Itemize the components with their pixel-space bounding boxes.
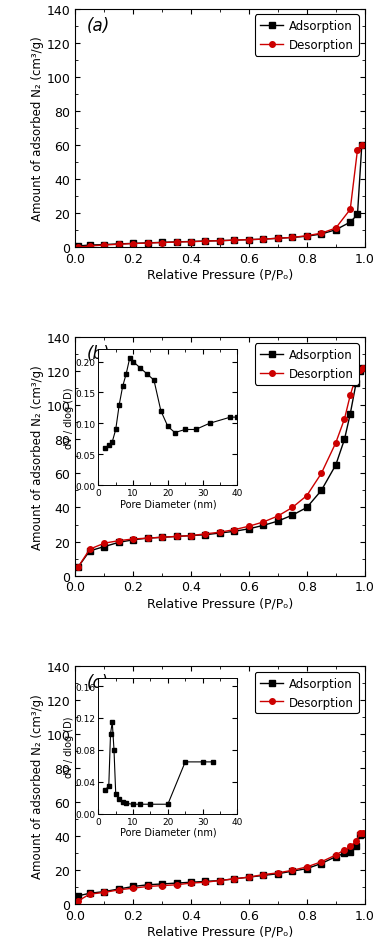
X-axis label: Relative Pressure (P/Pₒ): Relative Pressure (P/Pₒ) [147,597,293,609]
Text: (b): (b) [87,346,110,363]
Text: (a): (a) [87,17,110,34]
X-axis label: Relative Pressure (P/Pₒ): Relative Pressure (P/Pₒ) [147,268,293,281]
Y-axis label: Amount of adsorbed N₂ (cm³/g): Amount of adsorbed N₂ (cm³/g) [31,693,44,878]
X-axis label: Relative Pressure (P/Pₒ): Relative Pressure (P/Pₒ) [147,925,293,938]
Legend: Adsorption, Desorption: Adsorption, Desorption [255,672,359,714]
Y-axis label: Amount of adsorbed N₂ (cm³/g): Amount of adsorbed N₂ (cm³/g) [31,36,44,221]
Text: (c): (c) [87,673,109,691]
Legend: Adsorption, Desorption: Adsorption, Desorption [255,15,359,57]
Legend: Adsorption, Desorption: Adsorption, Desorption [255,344,359,386]
Y-axis label: Amount of adsorbed N₂ (cm³/g): Amount of adsorbed N₂ (cm³/g) [31,365,44,549]
